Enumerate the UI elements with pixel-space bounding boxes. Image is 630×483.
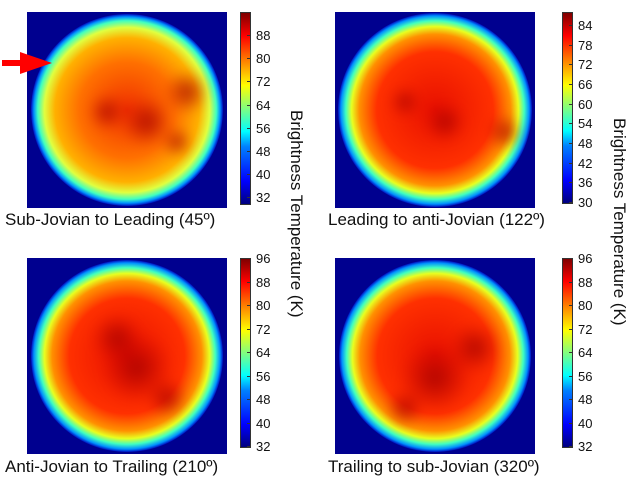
brightness-map	[335, 258, 535, 454]
colorbar-tick-mark	[247, 305, 250, 306]
colorbar-tick-mark	[569, 352, 572, 353]
red-arrow-icon	[2, 52, 52, 74]
colorbar-tick-label: 72	[578, 57, 593, 73]
colorbar-tick-label: 48	[256, 143, 271, 159]
colorbar-tick-mark	[247, 197, 250, 199]
colorbar	[240, 258, 251, 448]
colorbar-tick-label: 36	[578, 175, 593, 191]
colorbar-tick-label: 48	[578, 136, 593, 152]
colorbar-tick-mark	[569, 123, 572, 125]
panel-title: Anti-Jovian to Trailing (210º)	[5, 457, 219, 476]
colorbar-tick-label: 72	[256, 321, 271, 337]
panel-title: Leading to anti-Jovian (122º)	[328, 210, 545, 229]
colorbar-tick-mark	[247, 104, 250, 106]
colorbar-tick-mark	[569, 305, 572, 306]
colorbar-tick-label: 88	[256, 28, 271, 44]
colorbar-tick-mark	[569, 64, 572, 66]
hot-region	[450, 323, 500, 373]
colorbar-tick-label: 32	[256, 439, 271, 454]
colorbar-tick-label: 40	[578, 415, 593, 431]
colorbar-label-right: Brightness Temperature (K)	[610, 118, 629, 326]
colorbar-tick-mark	[569, 84, 572, 86]
hot-region	[162, 127, 192, 157]
colorbar-tick-label: 56	[256, 120, 271, 136]
colorbar-tick-mark	[247, 81, 250, 83]
colorbar-tick-mark	[247, 352, 250, 353]
brightness-map	[27, 12, 227, 208]
colorbar-tick-label: 72	[578, 321, 593, 337]
colorbar-tick-label: 32	[578, 439, 593, 454]
colorbar-tick-label: 42	[578, 155, 593, 171]
panel-title: Sub-Jovian to Leading (45º)	[5, 210, 216, 229]
colorbar-tick-label: 60	[578, 96, 593, 112]
colorbar-tick-mark	[569, 25, 572, 27]
colorbar-tick-mark	[569, 422, 572, 424]
colorbar-tick-label: 72	[256, 74, 271, 90]
colorbar-tick-label: 64	[256, 345, 271, 360]
colorbar-tick-mark	[247, 422, 250, 424]
colorbar-tick-mark	[247, 328, 250, 330]
colorbar-tick-label: 66	[578, 77, 593, 93]
colorbar-tick-label: 40	[256, 415, 271, 431]
colorbar-tick-label: 96	[256, 251, 271, 266]
hot-region	[89, 94, 125, 130]
colorbar-tick-mark	[247, 35, 250, 37]
colorbar	[562, 258, 573, 448]
hot-region	[487, 114, 523, 150]
colorbar-tick-label: 80	[256, 51, 271, 67]
colorbar-label-left: Brightness Temperature (K)	[287, 110, 306, 318]
colorbar-tick-mark	[569, 44, 572, 46]
colorbar-tick-mark	[569, 103, 572, 105]
hot-region	[425, 102, 465, 142]
colorbar-tick-label: 56	[256, 368, 271, 384]
colorbar-tick-label: 64	[578, 345, 593, 360]
colorbar-tick-mark	[247, 446, 250, 447]
colorbar-tick-mark	[247, 150, 250, 152]
colorbar-tick-label: 40	[256, 167, 271, 183]
panel-title: Trailing to sub-Jovian (320º)	[328, 457, 540, 476]
colorbar-tick-mark	[569, 375, 572, 377]
colorbar-tick-mark	[569, 328, 572, 330]
colorbar-tick-label: 80	[256, 298, 271, 313]
colorbar-tick-mark	[569, 281, 572, 283]
colorbar-tick-mark	[569, 446, 572, 447]
colorbar-tick-mark	[569, 202, 572, 203]
colorbar	[240, 12, 251, 205]
colorbar-tick-label: 88	[578, 274, 593, 290]
colorbar-tick-mark	[569, 143, 572, 145]
colorbar-tick-mark	[247, 258, 250, 259]
hot-region	[165, 70, 209, 114]
colorbar-tick-label: 48	[256, 392, 271, 407]
brightness-map	[335, 12, 535, 208]
colorbar-tick-label: 96	[578, 251, 593, 266]
colorbar-tick-label: 80	[578, 298, 593, 313]
colorbar-tick-mark	[247, 127, 250, 129]
colorbar-tick-label: 64	[256, 97, 271, 113]
colorbar-tick-mark	[569, 162, 572, 164]
colorbar-tick-mark	[569, 399, 572, 400]
colorbar-tick-mark	[569, 258, 572, 259]
colorbar-tick-mark	[247, 281, 250, 283]
colorbar	[562, 12, 573, 204]
colorbar-tick-mark	[247, 399, 250, 400]
colorbar-tick-label: 56	[578, 368, 593, 384]
colorbar-tick-mark	[247, 58, 250, 60]
colorbar-tick-label: 54	[578, 116, 593, 132]
colorbar-tick-label: 84	[578, 18, 593, 34]
colorbar-tick-mark	[569, 182, 572, 184]
colorbar-tick-label: 88	[256, 274, 271, 290]
colorbar-tick-label: 78	[578, 37, 593, 53]
brightness-map	[27, 258, 227, 454]
hot-region	[122, 97, 172, 147]
colorbar-tick-mark	[247, 375, 250, 377]
colorbar-tick-mark	[247, 174, 250, 176]
colorbar-tick-label: 32	[256, 190, 271, 206]
hot-region	[92, 313, 142, 363]
colorbar-tick-label: 30	[578, 195, 593, 210]
hot-region	[390, 87, 420, 117]
hot-region	[387, 390, 423, 426]
colorbar-tick-label: 48	[578, 392, 593, 407]
hot-region	[147, 378, 187, 418]
